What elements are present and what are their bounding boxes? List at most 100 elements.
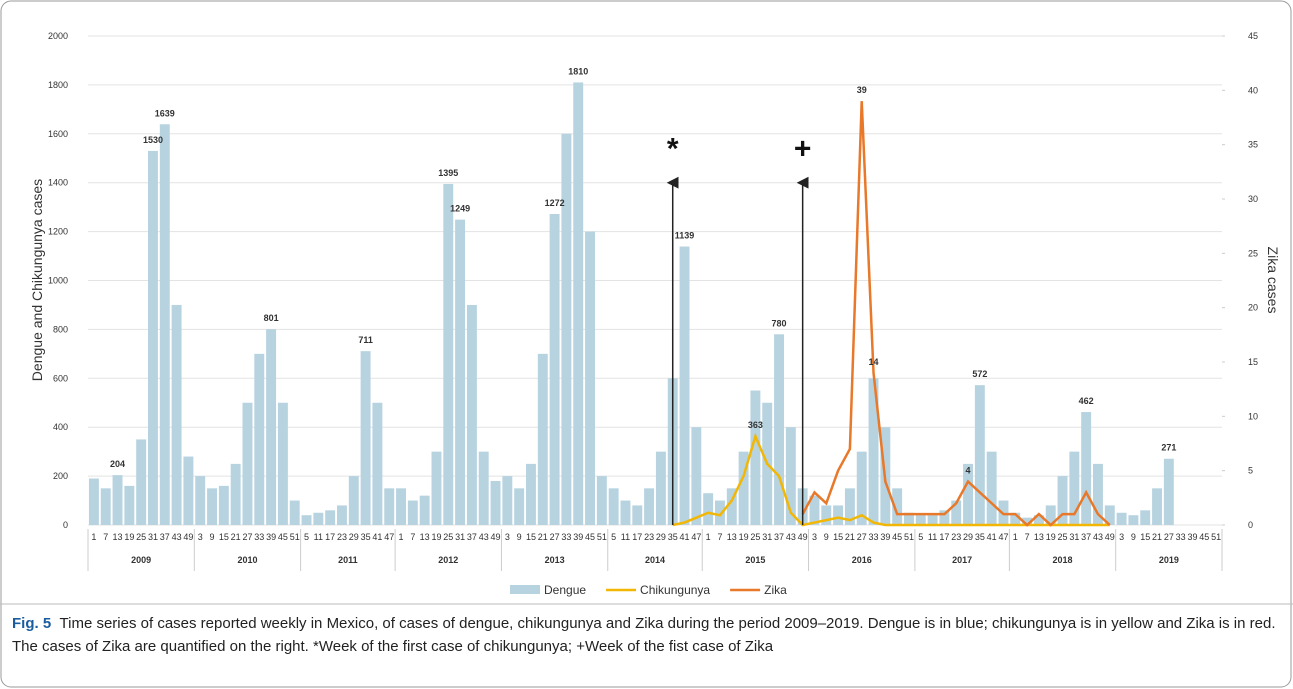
- value-label: 462: [1079, 396, 1094, 406]
- bar: [632, 505, 643, 525]
- y2-axis-title: Zika cases: [1265, 247, 1281, 314]
- y2-tick-label: 35: [1248, 140, 1258, 150]
- caption-text: Time series of cases reported weekly in …: [12, 615, 1276, 655]
- x-tick-label: 15: [1140, 532, 1150, 542]
- x-tick-label: 7: [717, 532, 722, 542]
- bar: [455, 219, 466, 525]
- x-tick-label: 27: [857, 532, 867, 542]
- x-tick-label: 9: [1131, 532, 1136, 542]
- year-label: 2015: [745, 555, 765, 565]
- bar: [478, 451, 489, 525]
- x-tick-label: 17: [939, 532, 949, 542]
- x-tick-label: 9: [824, 532, 829, 542]
- year-label: 2014: [645, 555, 665, 565]
- x-tick-label: 27: [242, 532, 252, 542]
- x-tick-label: 49: [798, 532, 808, 542]
- x-tick-label: 49: [183, 532, 193, 542]
- y2-tick-label: 5: [1248, 466, 1253, 476]
- bar: [407, 500, 418, 525]
- x-tick-label: 23: [644, 532, 654, 542]
- x-tick-label: 45: [892, 532, 902, 542]
- bar: [136, 439, 147, 525]
- bar: [112, 475, 123, 525]
- bar: [561, 133, 572, 526]
- y2-tick-label: 25: [1248, 248, 1258, 258]
- x-tick-label: 1: [91, 532, 96, 542]
- x-tick-label: 17: [632, 532, 642, 542]
- y-tick-label: 1800: [48, 80, 68, 90]
- bar: [1057, 476, 1068, 525]
- x-tick-label: 33: [1176, 532, 1186, 542]
- bar: [691, 427, 702, 525]
- x-tick-label: 51: [290, 532, 300, 542]
- year-label: 2018: [1053, 555, 1073, 565]
- bar: [159, 124, 170, 526]
- x-tick-label: 31: [1069, 532, 1079, 542]
- x-tick-label: 3: [1119, 532, 1124, 542]
- bar: [514, 488, 525, 525]
- y2-tick-label: 20: [1248, 303, 1258, 313]
- bar: [703, 493, 714, 525]
- x-tick-label: 1: [706, 532, 711, 542]
- bar: [490, 480, 501, 525]
- bar: [537, 353, 548, 525]
- x-tick-label: 37: [160, 532, 170, 542]
- x-tick-label: 33: [869, 532, 879, 542]
- x-tick-label: 19: [124, 532, 134, 542]
- x-tick-label: 33: [254, 532, 264, 542]
- bar: [785, 427, 796, 525]
- x-tick-label: 17: [325, 532, 335, 542]
- x-tick-label: 49: [1105, 532, 1115, 542]
- annotation: *: [667, 132, 679, 165]
- y-axis-title: Dengue and Chikungunya cases: [29, 179, 45, 381]
- bar: [644, 488, 655, 525]
- x-tick-label: 37: [774, 532, 784, 542]
- value-label: 801: [264, 313, 279, 323]
- bar: [148, 150, 158, 526]
- x-tick-label: 39: [880, 532, 890, 542]
- x-tick-label: 9: [210, 532, 215, 542]
- year-label: 2011: [338, 555, 358, 565]
- bar: [951, 500, 962, 525]
- x-tick-label: 41: [987, 532, 997, 542]
- bar: [325, 510, 336, 525]
- bar: [844, 488, 855, 525]
- x-tick-label: 19: [739, 532, 749, 542]
- bar: [230, 463, 241, 525]
- bar: [431, 451, 442, 525]
- bar: [195, 476, 206, 525]
- value-label: 39: [857, 85, 867, 95]
- bar: [171, 304, 182, 525]
- x-tick-label: 3: [812, 532, 817, 542]
- legend-label: Zika: [764, 583, 787, 597]
- x-tick-label: 45: [278, 532, 288, 542]
- bar: [100, 488, 111, 525]
- bar: [738, 451, 749, 525]
- x-tick-label: 41: [680, 532, 690, 542]
- x-tick-label: 41: [372, 532, 382, 542]
- y2-tick-label: 0: [1248, 520, 1253, 530]
- x-tick-label: 3: [198, 532, 203, 542]
- y-tick-label: 2000: [48, 31, 68, 41]
- bar: [974, 385, 985, 525]
- bar: [301, 515, 312, 525]
- y-tick-label: 0: [63, 520, 68, 530]
- bar: [620, 500, 631, 525]
- x-tick-label: 5: [304, 532, 309, 542]
- y-tick-label: 800: [53, 324, 68, 334]
- bar: [360, 351, 371, 525]
- x-tick-label: 21: [845, 532, 855, 542]
- bar: [1033, 515, 1044, 525]
- x-tick-label: 11: [928, 532, 937, 542]
- bar: [466, 304, 477, 525]
- bar: [502, 476, 513, 525]
- value-label: 711: [358, 335, 373, 345]
- x-tick-label: 21: [538, 532, 548, 542]
- bar: [715, 500, 725, 525]
- x-tick-label: 29: [963, 532, 973, 542]
- value-label: 204: [110, 459, 125, 469]
- bar: [1128, 515, 1139, 525]
- x-tick-label: 1: [1013, 532, 1018, 542]
- x-tick-label: 31: [148, 532, 158, 542]
- bar: [183, 456, 194, 525]
